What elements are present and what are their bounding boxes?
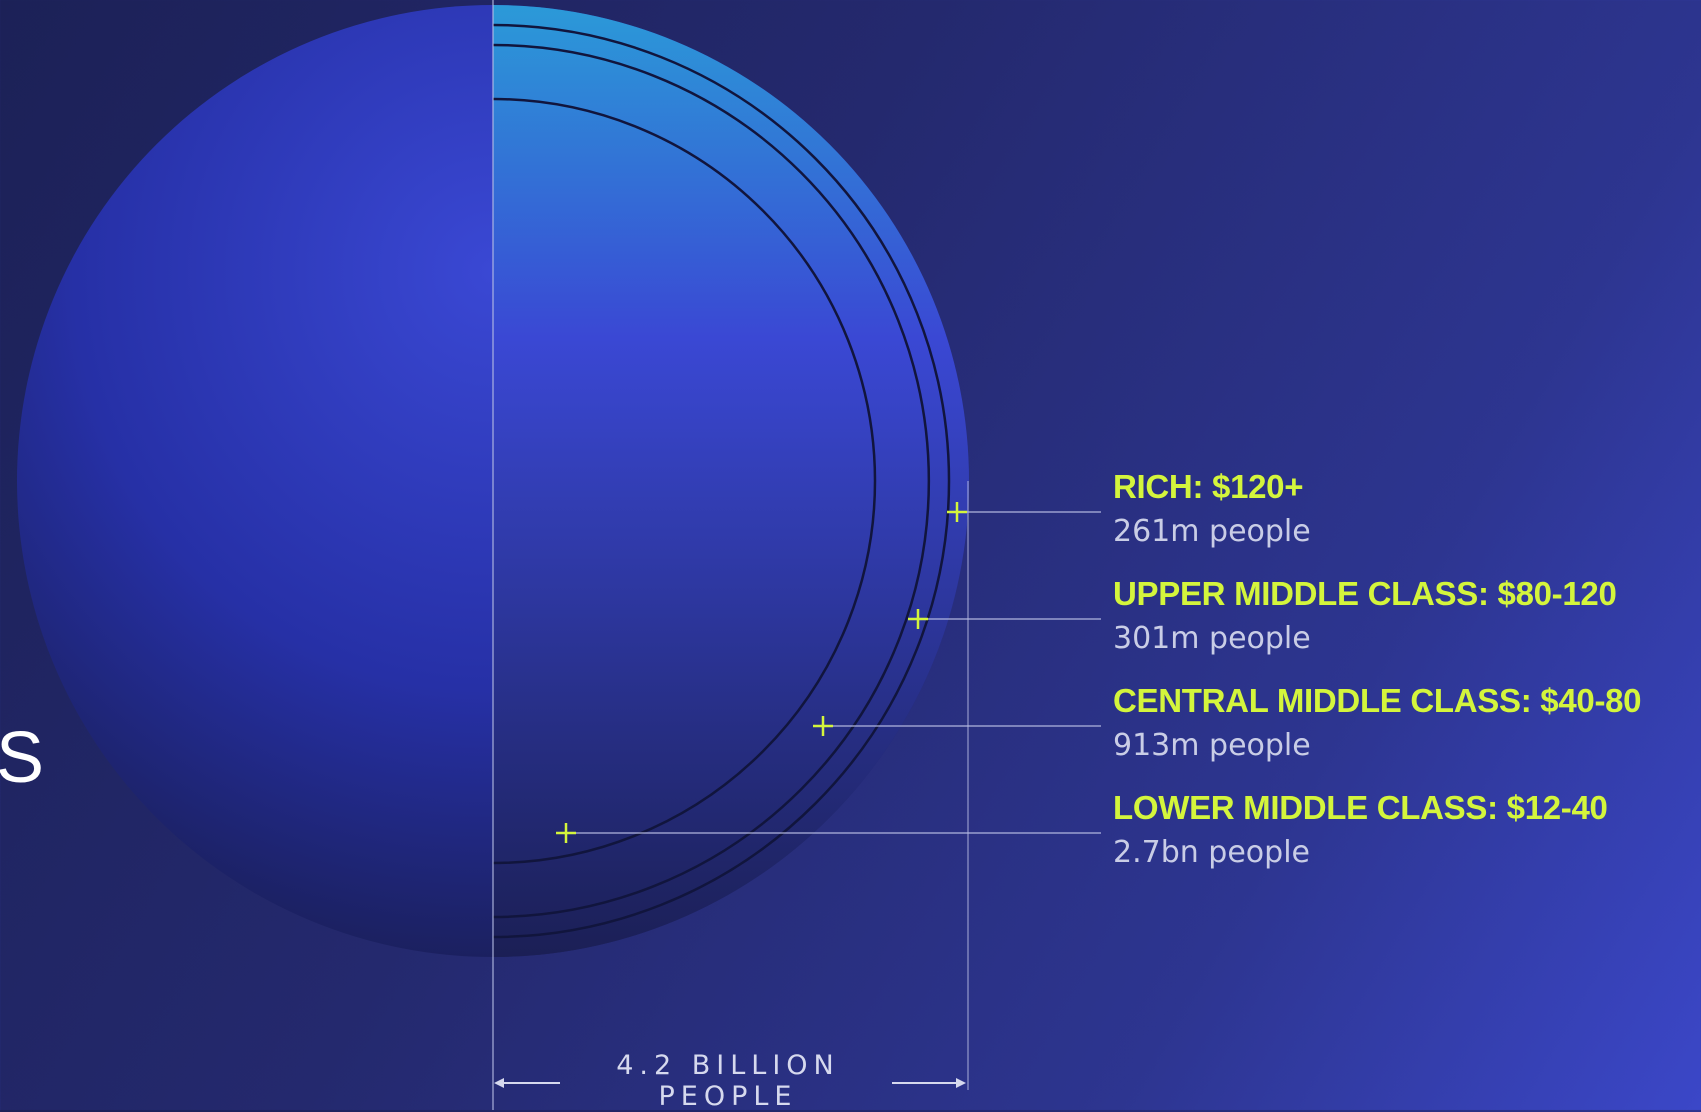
shell-central-middle [492, 97, 877, 865]
width-arrow-right [956, 1078, 966, 1088]
central-middle-people: 913m people [1113, 728, 1311, 763]
upper-middle-label: UPPER MIDDLE CLASS: $80-120 [1113, 575, 1617, 612]
marker-upper-middle [908, 609, 928, 629]
cropped-edge-letter: S [0, 718, 45, 798]
shell-rich [492, 23, 951, 939]
total-population-line2: PEOPLE [658, 1081, 798, 1112]
central-middle-label: CENTRAL MIDDLE CLASS: $40-80 [1113, 682, 1642, 719]
lower-middle-label: LOWER MIDDLE CLASS: $12-40 [1113, 789, 1608, 826]
marker-rich [947, 502, 967, 522]
shell-upper-middle [492, 43, 931, 919]
sphere-right-half [493, 5, 969, 957]
upper-middle-people: 301m people [1113, 621, 1311, 656]
total-population-line1: 4.2 BILLION [616, 1050, 840, 1081]
lower-middle-people: 2.7bn people [1113, 835, 1310, 870]
marker-lower-middle [556, 823, 576, 843]
rich-people: 261m people [1113, 514, 1311, 549]
rich-label: RICH: $120+ [1113, 468, 1304, 505]
marker-central-middle [813, 716, 833, 736]
width-arrow-left [494, 1078, 504, 1088]
